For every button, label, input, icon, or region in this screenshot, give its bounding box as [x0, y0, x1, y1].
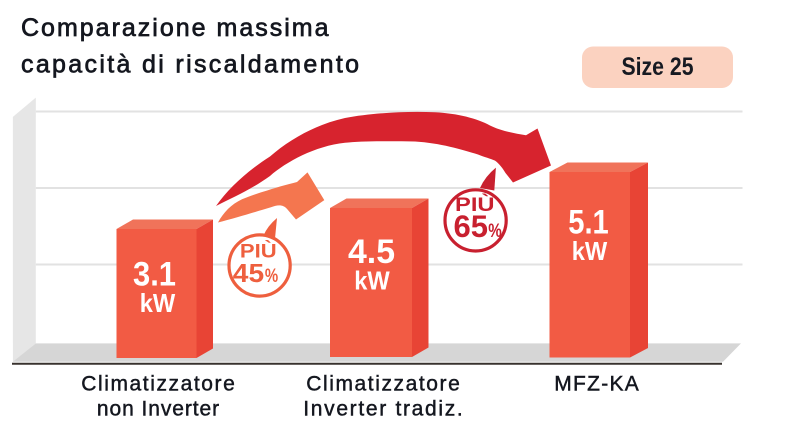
svg-text:Inverter tradiz.: Inverter tradiz.: [303, 398, 463, 421]
svg-text:MFZ-KA: MFZ-KA: [554, 373, 639, 396]
svg-text:%: %: [265, 265, 278, 287]
svg-text:kW: kW: [354, 266, 390, 296]
svg-text:3.1: 3.1: [133, 256, 176, 294]
svg-text:kW: kW: [140, 288, 176, 318]
svg-text:Climatizzatore: Climatizzatore: [81, 373, 235, 396]
svg-text:Climatizzatore: Climatizzatore: [306, 373, 460, 396]
svg-text:PIÙ: PIÙ: [455, 194, 495, 216]
svg-text:non Inverter: non Inverter: [97, 398, 219, 421]
svg-text:PIÙ: PIÙ: [240, 240, 277, 262]
svg-text:%: %: [488, 220, 502, 242]
svg-text:45: 45: [233, 260, 264, 288]
svg-text:kW: kW: [572, 236, 608, 266]
svg-text:capacità di riscaldamento: capacità di riscaldamento: [21, 51, 359, 79]
svg-text:Comparazione massima: Comparazione massima: [21, 14, 329, 42]
svg-text:5.1: 5.1: [568, 204, 609, 242]
svg-text:4.5: 4.5: [348, 233, 395, 271]
svg-text:Size 25: Size 25: [622, 53, 694, 81]
svg-text:65: 65: [454, 208, 489, 244]
